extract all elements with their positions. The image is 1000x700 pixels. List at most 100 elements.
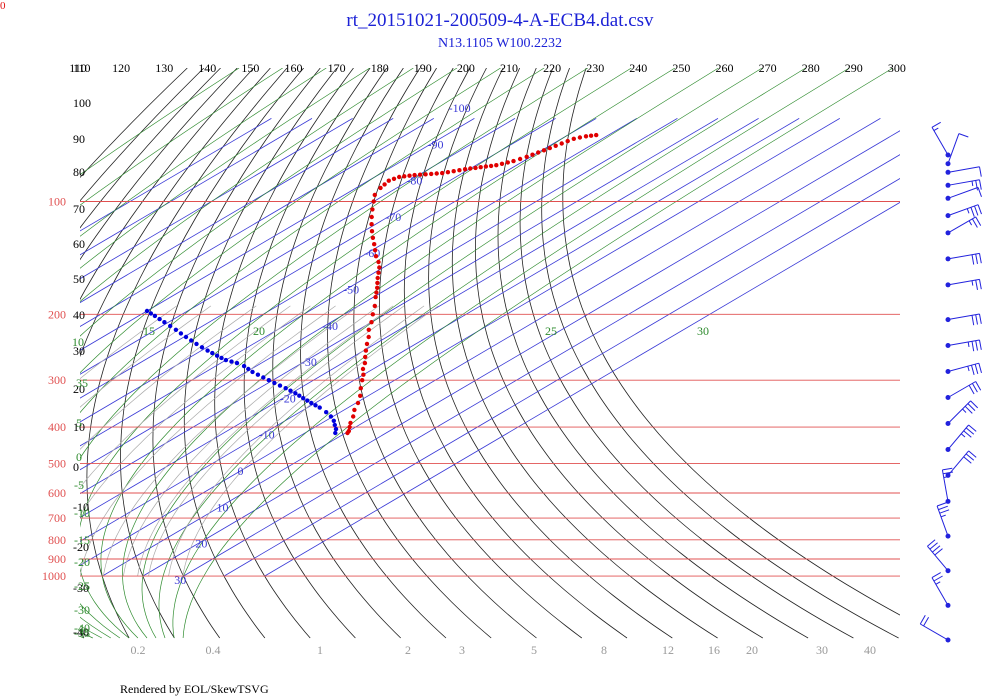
temperature-point [541, 148, 547, 153]
temperature-point [374, 290, 379, 295]
wind-barb-staff [947, 186, 979, 199]
pressure-label: 900 [48, 552, 66, 566]
dewpoint-point [205, 348, 210, 353]
isotherm-line [80, 118, 516, 375]
moist-adiabat-line [80, 68, 327, 237]
dry-adiabat-line [272, 68, 401, 639]
temperature-point [363, 348, 369, 353]
wind-barb-flag [971, 181, 974, 187]
wind-barb-flag [934, 548, 943, 556]
temperature-point [378, 185, 383, 191]
temperature-point [473, 165, 478, 171]
dry-adiabat-label: 170 [328, 61, 346, 75]
wind-barb-flag [971, 280, 974, 286]
dewpoint-point [246, 366, 251, 372]
temperature-point [382, 182, 387, 187]
wind-barb-flag [967, 341, 970, 347]
wind-barb-station [945, 637, 951, 643]
isotherm-label: 10 [216, 500, 228, 514]
wind-barb [945, 400, 979, 426]
dewpoint-point [157, 316, 162, 322]
dewpoint-point [241, 363, 247, 369]
wind-barb-station [945, 317, 951, 323]
dewpoint-point [229, 359, 234, 364]
dewpoint-point [293, 391, 298, 396]
wind-barb-staff [947, 166, 980, 173]
mixing-ratio-label: 12 [662, 643, 674, 657]
wind-barb-staff [947, 381, 976, 398]
temperature-point [358, 393, 363, 398]
left-axis-label: -10 [73, 500, 89, 514]
isotherm-label: -30 [301, 355, 317, 369]
dewpoint-point [210, 350, 215, 356]
wind-barb [941, 467, 954, 504]
mixing-ratio-line [80, 305, 291, 488]
wind-barb-flag [974, 364, 979, 375]
dewpoint-point [144, 308, 150, 314]
dry-adiabat-label: 150 [241, 61, 259, 75]
wind-barb-flag [978, 363, 982, 374]
plot-grid [80, 68, 900, 639]
wind-barb-station [945, 230, 951, 236]
temperature-point [440, 170, 445, 176]
temperature-point [494, 163, 499, 168]
mixing-ratio-line [123, 305, 380, 577]
isotherm-line [80, 118, 638, 447]
pressure-label: 600 [48, 486, 66, 500]
dry-adiabat-label: 250 [672, 61, 690, 75]
dry-adiabat-line [152, 68, 321, 639]
isotherm-label: 30 [174, 573, 186, 587]
dry-adiabat-label: 290 [845, 61, 863, 75]
isotherm-line [80, 118, 800, 542]
wind-barb-staff [947, 313, 980, 321]
moist-adiabat-label: 15 [143, 324, 155, 338]
wind-barb [936, 502, 951, 539]
wind-barb-flag [931, 121, 941, 128]
dewpoint-point [234, 360, 240, 366]
wind-barb-staff [947, 278, 980, 286]
left-axis-label: 20 [73, 382, 85, 396]
dry-adiabat-label: 190 [414, 61, 432, 75]
wind-barb-column [919, 121, 982, 643]
wind-barb [945, 179, 982, 191]
dewpoint-point [152, 313, 158, 319]
dewpoint-point [283, 386, 288, 391]
temperature-point [559, 141, 564, 146]
moist-adiabat-line [80, 68, 458, 639]
dry-adiabat-line [451, 68, 718, 639]
wind-barb-station [945, 369, 951, 374]
temperature-point [351, 414, 356, 419]
isotherm-line [183, 154, 900, 577]
wind-barb-flag [943, 476, 949, 478]
wind-barb-flag [933, 575, 943, 582]
moist-adiabat-line [80, 68, 414, 639]
wind-barb-station [945, 195, 951, 201]
temperature-point [588, 133, 594, 138]
moist-adiabat-label: -30 [74, 603, 90, 617]
dewpoint-point [255, 372, 261, 377]
dewpoint-point [219, 355, 224, 361]
dewpoint-point [178, 331, 184, 336]
wind-barb [945, 362, 982, 376]
dewpoint-point [250, 369, 255, 375]
mixing-ratio-label: 0.4 [206, 643, 221, 657]
wind-barb [945, 204, 982, 219]
wind-barb-flag [971, 365, 975, 376]
wind-barb [931, 121, 951, 158]
isotherm-label: -90 [428, 137, 444, 151]
temperature-point [391, 176, 397, 181]
sounding-data-layer [144, 132, 599, 436]
wind-barb-flag [971, 218, 978, 228]
moist-adiabat-line [141, 68, 763, 639]
left-axis-label: 80 [73, 165, 85, 179]
mixing-ratio-line [148, 305, 405, 577]
temperature-point [565, 138, 570, 144]
dry-adiabat-line [428, 68, 673, 639]
pressure-label: 200 [48, 307, 66, 321]
wind-barb-station [945, 568, 951, 574]
temperature-point [370, 312, 375, 317]
grid-layer [80, 68, 900, 639]
moist-adiabat-label: -25 [74, 579, 90, 593]
dry-adiabat-line [86, 68, 288, 639]
dry-adiabat-line [300, 68, 447, 639]
